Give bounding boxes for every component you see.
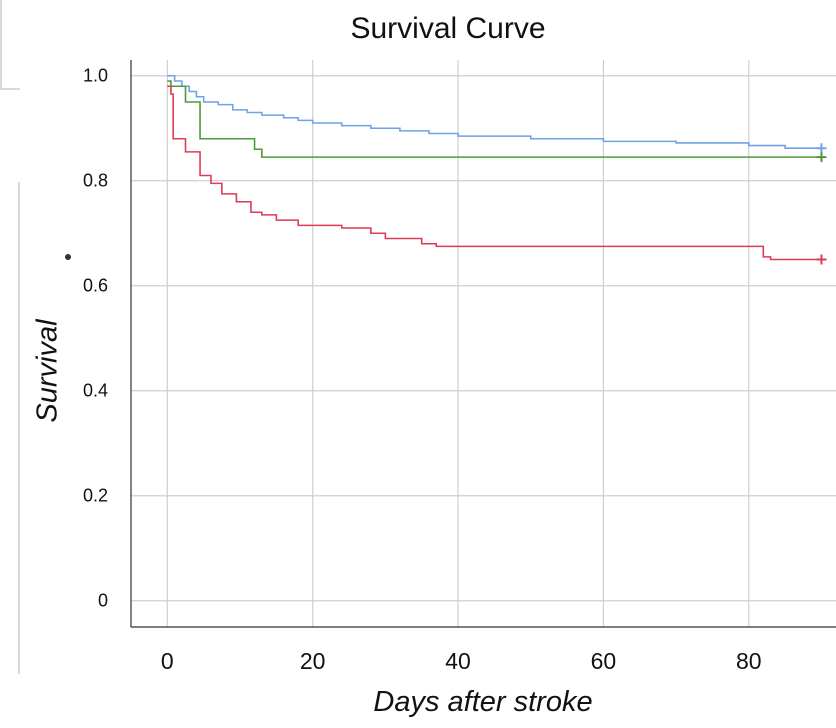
y-tick-label: 0.6 [82, 275, 108, 296]
survival-series-line [167, 85, 822, 261]
y-tick-label: 0.8 [82, 170, 108, 191]
survival-series-line [167, 80, 822, 158]
left-panel-divider-bottom [0, 88, 20, 90]
y-tick-label: 0.4 [82, 380, 108, 401]
y-tick-label: 0 [97, 590, 108, 611]
left-panel-edge [18, 182, 20, 674]
x-tick-label: 20 [299, 648, 326, 674]
x-axis-title: Days after stroke [373, 686, 593, 718]
x-tick-label: 40 [445, 648, 471, 674]
axis-dot-marker [65, 254, 71, 260]
y-tick-label: 1.0 [82, 65, 108, 86]
x-tick-label: 60 [590, 648, 617, 674]
left-panel-divider [0, 0, 2, 90]
y-tick-label: 0.2 [82, 485, 108, 506]
censor-mark [816, 143, 827, 154]
survival-series-line [167, 74, 822, 149]
censor-mark [816, 254, 827, 265]
censor-mark [816, 152, 827, 163]
x-tick-label: 0 [160, 648, 174, 674]
x-tick-label: 80 [735, 648, 762, 674]
chart-title: Survival Curve [350, 12, 546, 45]
